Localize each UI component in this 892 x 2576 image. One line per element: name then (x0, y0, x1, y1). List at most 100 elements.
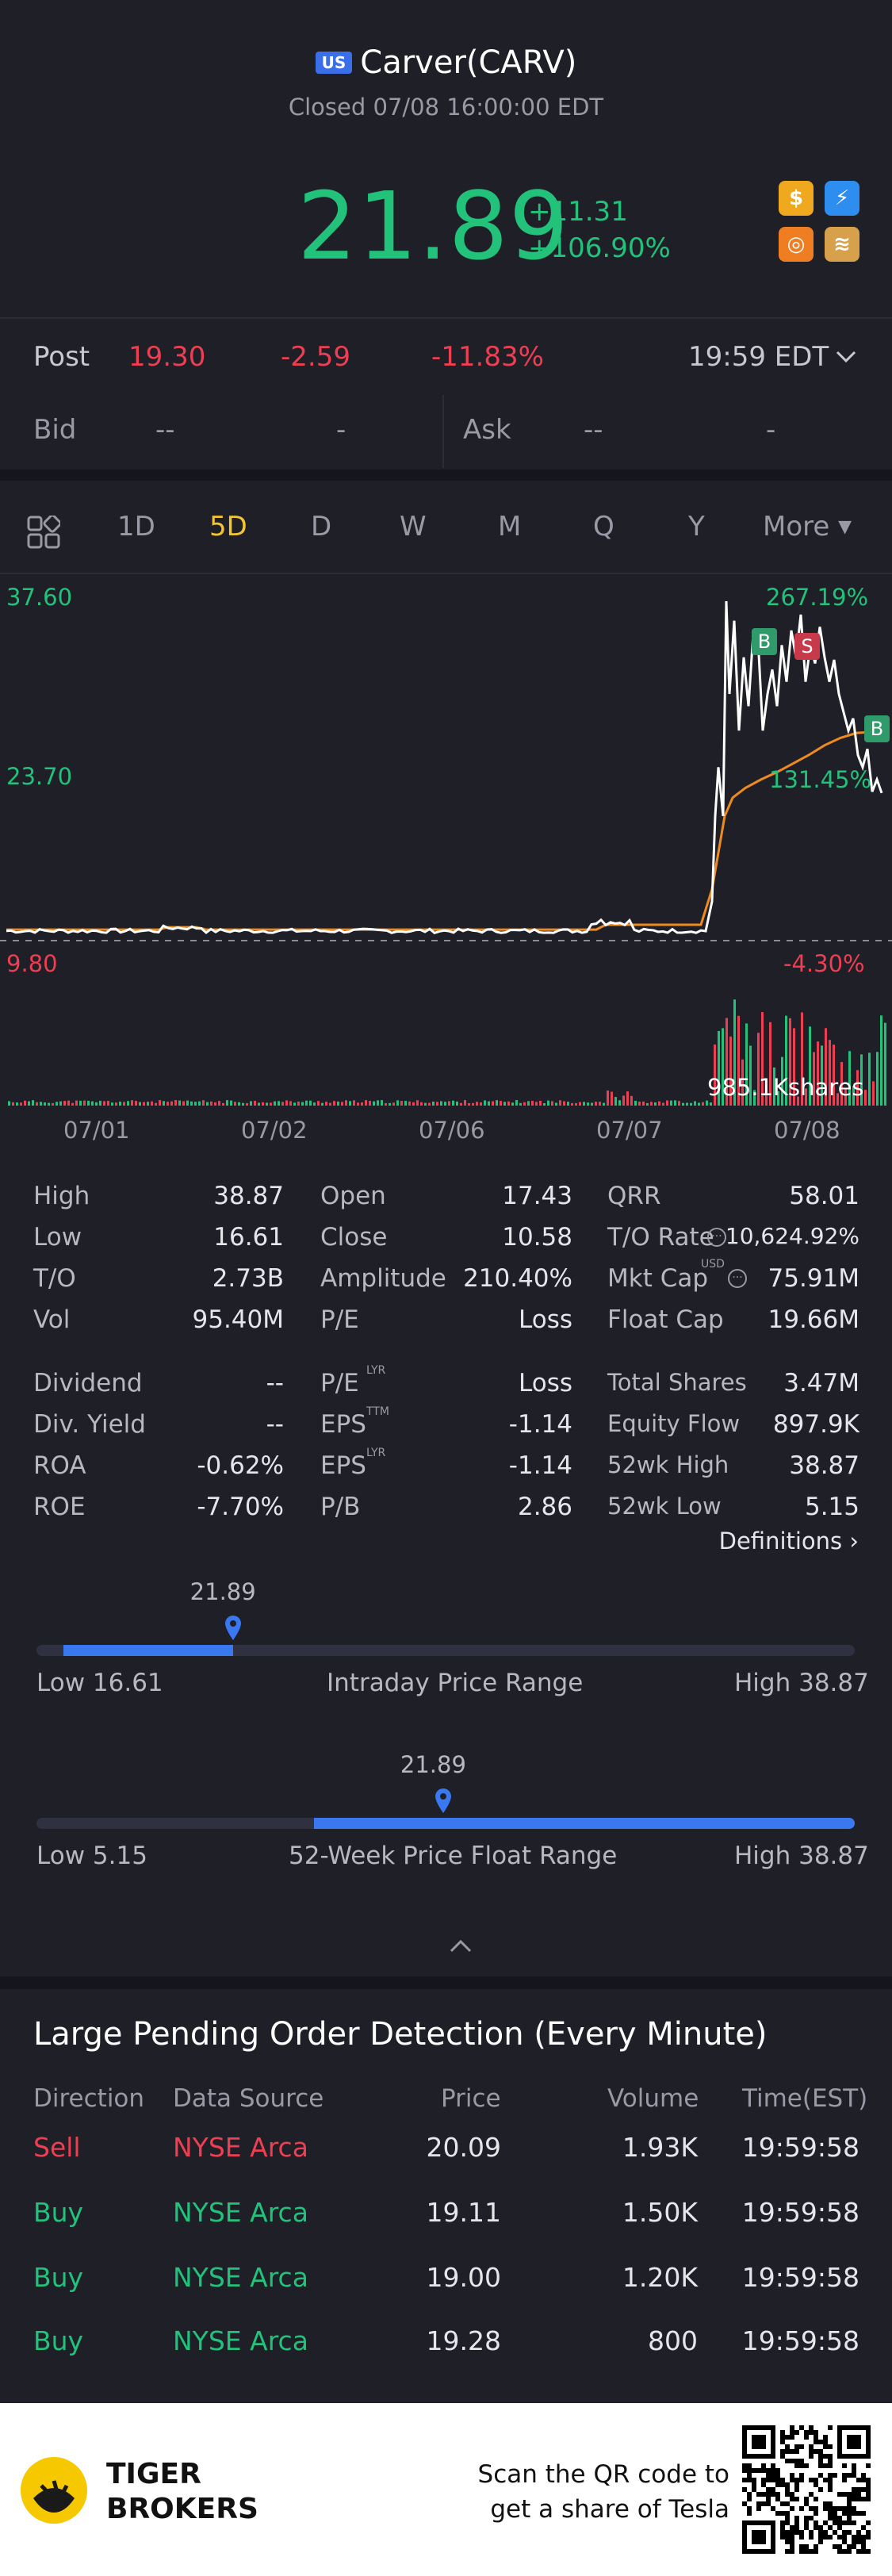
tiger-logo-icon (21, 2457, 87, 2524)
date-label: 07/07 (596, 1117, 663, 1144)
buy-marker[interactable]: B (752, 628, 777, 655)
market-badge: US (315, 52, 353, 74)
volume-bar (436, 1102, 438, 1106)
sell-marker[interactable]: S (794, 633, 820, 660)
promo-footer[interactable]: TIGER BROKERS Scan the QR code to get a … (0, 2403, 892, 2576)
volume-bar (381, 1100, 383, 1106)
volume-bar (178, 1100, 181, 1106)
tab-y[interactable]: Y (688, 511, 705, 542)
qr-line-2: get a share of Tesla (490, 2495, 729, 2524)
options-icon[interactable]: ◎ (779, 227, 814, 262)
volume-bar (135, 1101, 137, 1106)
volume-bar (527, 1101, 530, 1106)
stat-label: EPS (320, 1410, 366, 1439)
volume-bar (646, 1102, 649, 1106)
tab-1d[interactable]: 1D (117, 511, 155, 542)
week52-label: 52-Week Price Float Range (289, 1842, 618, 1870)
volume-bar (789, 1018, 791, 1106)
volume-bar (341, 1102, 343, 1106)
qr-line-1: Scan the QR code to (477, 2460, 729, 2489)
volume-bar (515, 1100, 518, 1106)
tab-5d[interactable]: 5D (209, 511, 247, 542)
volume-bar (373, 1101, 375, 1106)
caret-down-icon: ▼ (838, 517, 852, 537)
volume-bar (329, 1102, 331, 1106)
tab-q[interactable]: Q (593, 511, 614, 542)
order-volume: 1.20K (622, 2262, 698, 2293)
buy-marker[interactable]: B (864, 715, 890, 742)
volume-bar (595, 1102, 597, 1106)
volume-bar (159, 1100, 161, 1106)
grid-icon[interactable] (27, 516, 60, 549)
post-change: -2.59 (281, 341, 350, 373)
lightning-icon[interactable]: ⚡ (825, 181, 859, 216)
stat-label: QRR (607, 1182, 661, 1210)
date-label: 07/08 (774, 1117, 840, 1144)
price-chart[interactable]: 37.60 23.70 9.80 267.19% 131.45% -4.30% … (0, 576, 892, 1106)
volume-bar (238, 1102, 240, 1106)
date-label: 07/02 (241, 1117, 308, 1144)
tab-d[interactable]: D (311, 511, 332, 542)
tab-more-label: More (763, 511, 830, 542)
definitions-label: Definitions (718, 1528, 843, 1554)
dollar-icon[interactable]: $ (779, 181, 814, 216)
volume-bar (309, 1100, 312, 1106)
intraday-low: Low 16.61 (36, 1669, 163, 1697)
qr-code-icon[interactable] (742, 2425, 871, 2554)
volume-bar (155, 1102, 157, 1106)
volume-bar (492, 1101, 494, 1106)
volume-bar (16, 1102, 18, 1106)
ask-price: -- (584, 414, 603, 446)
volume-bar (143, 1102, 145, 1106)
volume-bar (500, 1101, 502, 1106)
volume-bar (793, 1028, 795, 1106)
stat-value: 897.9K (772, 1410, 859, 1439)
volume-bar (519, 1102, 522, 1106)
volume-bar (424, 1102, 427, 1106)
volume-bar (313, 1102, 316, 1106)
volume-bar (769, 1022, 771, 1106)
volume-bar (825, 1028, 827, 1106)
volume-bar (737, 1015, 740, 1106)
info-icon[interactable]: ··· (728, 1269, 747, 1288)
change-percent: +106.90% (528, 232, 671, 264)
order-direction: Buy (33, 2197, 84, 2228)
volume-label: 985.1Kshares (707, 1074, 864, 1101)
volume-bar (777, 1091, 779, 1106)
volume-bar (44, 1102, 46, 1106)
volume-bar (353, 1100, 355, 1106)
info-icon[interactable]: ··· (707, 1228, 726, 1247)
tab-m[interactable]: M (498, 511, 522, 542)
stat-value: 2.86 (517, 1493, 572, 1521)
tab-w[interactable]: W (400, 511, 427, 542)
volume-bar (729, 1036, 732, 1106)
volume-bar (511, 1102, 514, 1106)
volume-bar (539, 1100, 542, 1106)
stock-name: Carver(CARV) (360, 44, 577, 81)
stat-value: 17.43 (502, 1182, 572, 1210)
definitions-link[interactable]: Definitions › (719, 1528, 859, 1554)
volume-bar (733, 999, 736, 1106)
chevron-up-icon[interactable] (449, 1938, 473, 1953)
chevron-down-icon[interactable] (836, 351, 856, 363)
col-direction: Direction (33, 2084, 145, 2113)
order-volume: 1.93K (622, 2132, 698, 2163)
stat-superscript: LYR (366, 1447, 386, 1459)
order-direction: Buy (33, 2325, 84, 2356)
layers-icon[interactable]: ≋ (825, 227, 859, 262)
post-market-row[interactable]: Post 19.30 -2.59 -11.83% 19:59 EDT (0, 317, 892, 393)
volume-bar (860, 1054, 863, 1106)
volume-bar (456, 1101, 458, 1106)
volume-bar (40, 1102, 42, 1106)
post-time: 19:59 EDT (688, 341, 829, 373)
stat-label: High (33, 1182, 90, 1210)
order-price: 20.09 (426, 2132, 501, 2163)
volume-bar (28, 1101, 30, 1106)
bid-label: Bid (33, 414, 77, 446)
stat-value: 10,624.92% (725, 1223, 859, 1249)
col-time: Time(EST) (742, 2084, 868, 2113)
week52-fill (314, 1818, 855, 1829)
tab-more[interactable]: More ▼ (763, 511, 852, 542)
volume-bar (880, 1015, 882, 1106)
intraday-current: 21.89 (190, 1578, 256, 1605)
